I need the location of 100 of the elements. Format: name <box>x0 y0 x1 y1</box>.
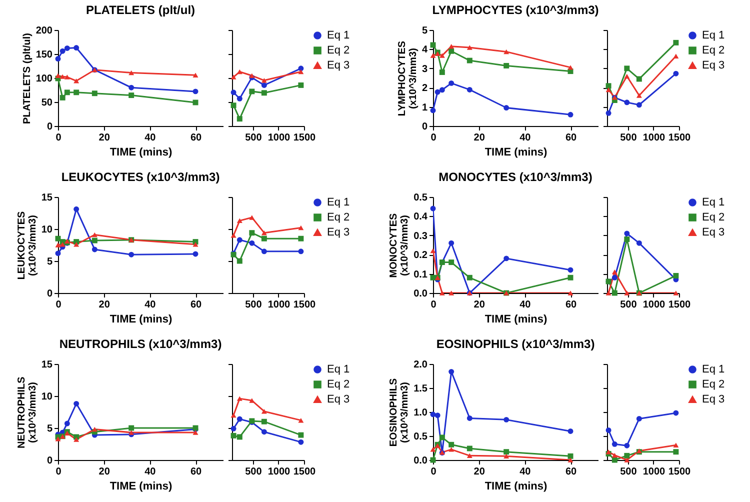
legend-label: Eq 2 <box>702 378 725 390</box>
y-tick-label: 1 <box>422 102 428 114</box>
x-tick-label: 500 <box>245 132 262 144</box>
x-tick-label: 40 <box>144 132 156 144</box>
y-tick-label: 5 <box>46 256 53 268</box>
x-tick-label: 0 <box>56 132 62 144</box>
x-tick-label: 1000 <box>642 300 666 310</box>
chart-title: PLATELETS (plt/ul) <box>86 3 196 17</box>
x-tick-label: 20 <box>474 132 486 144</box>
chart-title: LEUKOCYTES (x10^3/mm3) <box>61 170 220 184</box>
legend-label: Eq 2 <box>327 44 350 56</box>
legend-label: Eq 3 <box>327 60 350 72</box>
x-axis-title: TIME (mins) <box>110 480 172 492</box>
y-axis-title: NEUTROPHILS (x10^3/mm3) <box>16 376 38 448</box>
y-tick-label: 0.5 <box>414 192 428 204</box>
legend-label: Eq 1 <box>327 364 350 376</box>
x-tick-label: 500 <box>245 466 262 478</box>
x-tick-label: 1500 <box>293 300 316 310</box>
x-tick-label: 0 <box>430 300 437 310</box>
legend-label: Eq 3 <box>327 226 350 238</box>
x-tick-label: 1500 <box>668 300 692 310</box>
x-tick-label: 500 <box>245 300 262 310</box>
x-tick-label: 1000 <box>268 132 291 144</box>
y-axis-title: PLATELETS (plt/ul) <box>22 33 33 124</box>
legend-label: Eq 1 <box>327 196 350 208</box>
x-tick-label: 0 <box>56 300 62 310</box>
y-tick-label: 3 <box>422 64 428 75</box>
legend-label: Eq 1 <box>702 364 725 376</box>
legend-label: Eq 3 <box>702 226 725 238</box>
legend-label: Eq 2 <box>327 378 350 390</box>
legend-label: Eq 1 <box>702 30 725 42</box>
legend-label: Eq 3 <box>327 394 350 406</box>
x-tick-label: 1500 <box>293 132 316 144</box>
x-tick-label: 20 <box>98 466 110 478</box>
x-tick-label: 60 <box>565 300 577 310</box>
legend-label: Eq 2 <box>327 212 350 224</box>
y-tick-label: 50 <box>41 98 53 108</box>
chart-title: EOSINOPHILS (x10^3/mm3) <box>436 337 595 351</box>
x-tick-label: 20 <box>474 300 486 310</box>
x-tick-label: 1500 <box>668 132 692 144</box>
x-axis-title: TIME (mins) <box>110 146 172 158</box>
y-tick-label: 100 <box>36 74 53 84</box>
y-tick-label: 0 <box>46 122 53 132</box>
y-tick-label: 0.0 <box>414 456 428 466</box>
y-tick-label: 0.1 <box>414 269 428 280</box>
chart-title: MONOCYTES (x10^3/mm3) <box>438 170 592 184</box>
x-tick-label: 60 <box>190 300 202 310</box>
x-axis-title: TIME (mins) <box>484 314 548 326</box>
x-axis-title: TIME (mins) <box>484 480 548 492</box>
x-tick-label: 0 <box>430 466 437 478</box>
legend-label: Eq 1 <box>327 30 350 42</box>
y-tick-label: 0.4 <box>414 212 428 223</box>
x-tick-label: 40 <box>520 132 532 144</box>
x-tick-label: 1000 <box>642 466 666 478</box>
y-tick-label: 150 <box>36 50 53 60</box>
x-tick-label: 500 <box>620 132 638 144</box>
legend-label: Eq 2 <box>702 212 725 224</box>
y-tick-label: 0 <box>46 456 53 466</box>
x-tick-label: 500 <box>620 466 638 478</box>
y-axis-title: LEUKOCYTES (x10^3/mm3) <box>16 211 38 280</box>
x-tick-label: 40 <box>144 300 156 310</box>
x-tick-label: 60 <box>565 466 577 478</box>
y-tick-label: 1.5 <box>414 384 428 394</box>
y-tick-label: 0 <box>46 288 53 300</box>
x-tick-label: 60 <box>190 466 202 478</box>
x-tick-label: 1000 <box>642 132 666 144</box>
x-tick-label: 60 <box>190 132 202 144</box>
x-tick-label: 1000 <box>268 300 291 310</box>
y-tick-label: 0.0 <box>414 288 428 300</box>
y-tick-label: 15 <box>41 192 53 204</box>
x-axis-title: TIME (mins) <box>110 314 172 326</box>
x-tick-label: 500 <box>620 300 638 310</box>
x-tick-label: 40 <box>144 466 156 478</box>
x-tick-label: 40 <box>520 300 532 310</box>
x-tick-label: 1500 <box>293 466 316 478</box>
legend-label: Eq 3 <box>702 60 725 72</box>
chart-title: NEUTROPHILS (x10^3/mm3) <box>59 337 222 351</box>
x-tick-label: 1500 <box>668 466 692 478</box>
y-tick-label: 2 <box>422 83 428 94</box>
y-tick-label: 5 <box>422 26 428 36</box>
y-axis-title: EOSINOPHILS (x10^3/mm3) <box>388 378 411 447</box>
y-tick-label: 0.5 <box>414 432 428 442</box>
x-tick-label: 20 <box>98 132 110 144</box>
y-tick-label: 0.2 <box>414 250 428 262</box>
y-tick-label: 5 <box>46 424 53 434</box>
y-tick-label: 2.0 <box>414 360 428 370</box>
y-tick-label: 15 <box>41 360 53 370</box>
y-tick-label: 10 <box>41 392 53 402</box>
y-tick-label: 0.3 <box>414 230 428 242</box>
x-tick-label: 1000 <box>268 466 291 478</box>
x-tick-label: 0 <box>430 132 437 144</box>
y-tick-label: 10 <box>41 224 53 236</box>
x-tick-label: 20 <box>98 300 110 310</box>
x-tick-label: 40 <box>520 466 532 478</box>
y-tick-label: 200 <box>36 26 53 36</box>
x-tick-label: 20 <box>474 466 486 478</box>
y-axis-title: LYMPHOCYTES (x10^3/mm3) <box>396 40 419 116</box>
x-tick-label: 0 <box>56 466 62 478</box>
legend-label: Eq 3 <box>702 394 725 406</box>
y-tick-label: 4 <box>422 44 428 56</box>
